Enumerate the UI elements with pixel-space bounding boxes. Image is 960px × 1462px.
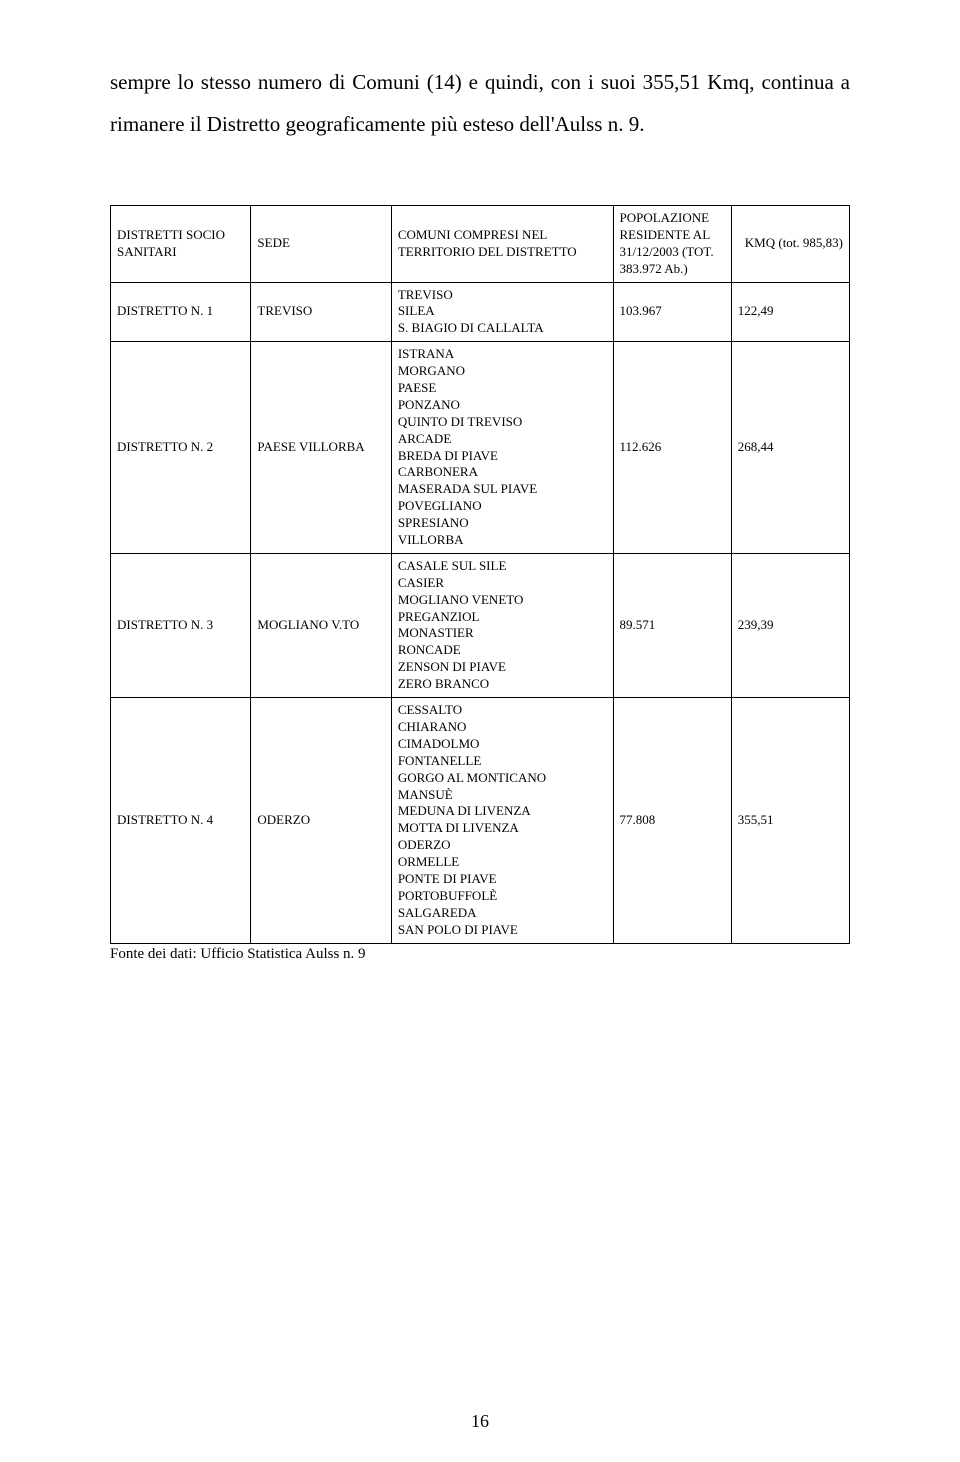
cell-sede: PAESE VILLORBA [251,342,391,554]
cell-distretto: DISTRETTO N. 4 [111,698,251,943]
comune-item: SILEA [398,303,607,320]
comune-item: CIMADOLMO [398,736,607,753]
cell-distretto: DISTRETTO N. 3 [111,553,251,697]
comune-item: CARBONERA [398,464,607,481]
cell-sede: ODERZO [251,698,391,943]
table-row: DISTRETTO N. 3MOGLIANO V.TOCASALE SUL SI… [111,553,850,697]
cell-distretto: DISTRETTO N. 2 [111,342,251,554]
header-distretto: DISTRETTI SOCIO SANITARI [111,206,251,283]
comune-item: PONTE DI PIAVE [398,871,607,888]
comune-item: MOGLIANO VENETO [398,592,607,609]
header-sede: SEDE [251,206,391,283]
comune-item: FONTANELLE [398,753,607,770]
districts-table: DISTRETTI SOCIO SANITARI SEDE COMUNI COM… [110,205,850,944]
cell-kmq: 122,49 [731,282,849,342]
comune-item: CASALE SUL SILE [398,558,607,575]
comune-item: ZENSON DI PIAVE [398,659,607,676]
cell-sede: MOGLIANO V.TO [251,553,391,697]
cell-comuni: ISTRANAMORGANOPAESEPONZANOQUINTO DI TREV… [391,342,613,554]
cell-kmq: 268,44 [731,342,849,554]
comune-item: MORGANO [398,363,607,380]
comune-item: ARCADE [398,431,607,448]
intro-paragraph: sempre lo stesso numero di Comuni (14) e… [110,61,850,145]
cell-popolazione: 103.967 [613,282,731,342]
comune-item: CESSALTO [398,702,607,719]
header-kmq: KMQ (tot. 985,83) [731,206,849,283]
cell-distretto: DISTRETTO N. 1 [111,282,251,342]
comune-item: VILLORBA [398,532,607,549]
comune-item: MONASTIER [398,625,607,642]
comune-item: PREGANZIOL [398,609,607,626]
comune-item: SAN POLO DI PIAVE [398,922,607,939]
table-row: DISTRETTO N. 1TREVISOTREVISOSILEAS. BIAG… [111,282,850,342]
comune-item: PORTOBUFFOLÈ [398,888,607,905]
comune-item: POVEGLIANO [398,498,607,515]
comune-item: BREDA DI PIAVE [398,448,607,465]
comune-item: RONCADE [398,642,607,659]
cell-popolazione: 77.808 [613,698,731,943]
document-page: sempre lo stesso numero di Comuni (14) e… [0,0,960,1462]
comune-item: ZERO BRANCO [398,676,607,693]
cell-comuni: CESSALTOCHIARANOCIMADOLMOFONTANELLEGORGO… [391,698,613,943]
cell-comuni: TREVISOSILEAS. BIAGIO DI CALLALTA [391,282,613,342]
comune-item: ISTRANA [398,346,607,363]
cell-kmq: 355,51 [731,698,849,943]
table-row: DISTRETTO N. 4ODERZOCESSALTOCHIARANOCIMA… [111,698,850,943]
table-caption: Fonte dei dati: Ufficio Statistica Aulss… [110,946,850,963]
cell-sede: TREVISO [251,282,391,342]
comune-item: MOTTA DI LIVENZA [398,820,607,837]
comune-item: SPRESIANO [398,515,607,532]
comune-item: ODERZO [398,837,607,854]
comune-item: SALGAREDA [398,905,607,922]
comune-item: S. BIAGIO DI CALLALTA [398,320,607,337]
table-header-row: DISTRETTI SOCIO SANITARI SEDE COMUNI COM… [111,206,850,283]
comune-item: ORMELLE [398,854,607,871]
comune-item: PAESE [398,380,607,397]
comune-item: CHIARANO [398,719,607,736]
comune-item: MANSUÈ [398,787,607,804]
comune-item: CASIER [398,575,607,592]
table-row: DISTRETTO N. 2PAESE VILLORBAISTRANAMORGA… [111,342,850,554]
cell-kmq: 239,39 [731,553,849,697]
comune-item: MASERADA SUL PIAVE [398,481,607,498]
header-comuni: COMUNI COMPRESI NEL TERRITORIO DEL DISTR… [391,206,613,283]
table-body: DISTRETTO N. 1TREVISOTREVISOSILEAS. BIAG… [111,282,850,943]
header-popolazione: POPOLAZIONE RESIDENTE AL 31/12/2003 (TOT… [613,206,731,283]
comune-item: TREVISO [398,287,607,304]
cell-comuni: CASALE SUL SILECASIERMOGLIANO VENETOPREG… [391,553,613,697]
comune-item: PONZANO [398,397,607,414]
comune-item: MEDUNA DI LIVENZA [398,803,607,820]
page-number: 16 [0,1411,960,1432]
cell-popolazione: 112.626 [613,342,731,554]
comune-item: QUINTO DI TREVISO [398,414,607,431]
comune-item: GORGO AL MONTICANO [398,770,607,787]
cell-popolazione: 89.571 [613,553,731,697]
